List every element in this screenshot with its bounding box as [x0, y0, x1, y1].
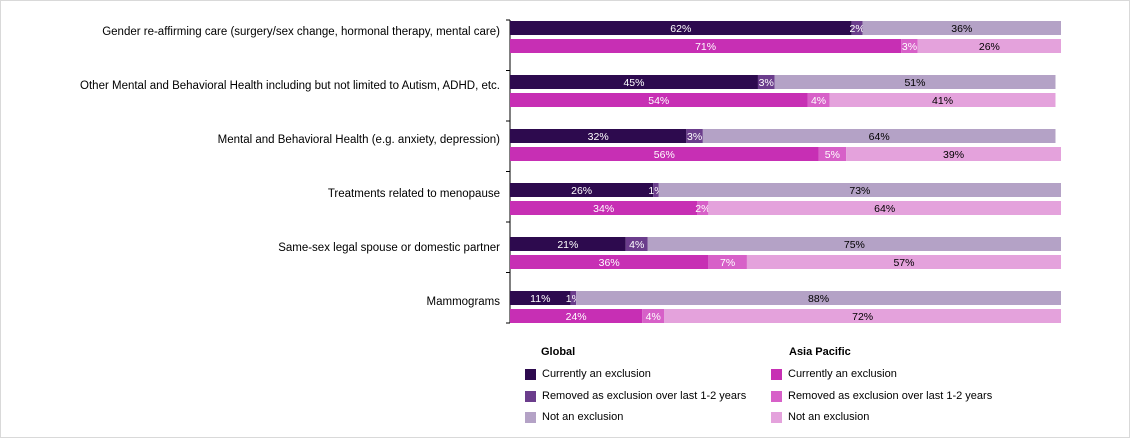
bar-value-label: 45%	[623, 77, 644, 89]
bar-value-label: 34%	[593, 203, 614, 215]
bar-segment	[510, 237, 626, 251]
bar-segment	[570, 291, 577, 305]
bar-value-label: 39%	[943, 149, 964, 161]
bar-value-label: 88%	[808, 293, 829, 305]
category-label: Mental and Behavioral Health (e.g. anxie…	[218, 134, 501, 146]
bar-value-label: 4%	[629, 239, 644, 251]
bar-segment	[702, 129, 1056, 143]
bar-value-label: 2%	[850, 23, 865, 35]
bar-value-label: 4%	[646, 311, 661, 323]
legend-swatch-global-removed	[525, 390, 536, 402]
bar-segment	[851, 21, 863, 35]
category-label: Gender re-affirming care (surgery/sex ch…	[102, 26, 500, 38]
bar-segment	[510, 21, 852, 35]
bar-segment	[510, 39, 902, 53]
legend-item-apac-removed: Removed as exclusion over last 1-2 years	[771, 390, 992, 402]
bar-value-label: 2%	[695, 203, 710, 215]
bar-segment	[917, 39, 1061, 53]
bar-value-label: 41%	[932, 95, 953, 107]
legend-label: Currently an exclusion	[542, 368, 651, 380]
bar-segment	[510, 291, 571, 305]
bar-value-label: 5%	[825, 149, 840, 161]
bar-value-label: 3%	[687, 131, 702, 143]
bar-segment	[510, 255, 709, 269]
bar-segment	[510, 201, 698, 215]
bar-value-label: 36%	[951, 23, 972, 35]
bar-segment	[829, 93, 1056, 107]
bar-segment	[642, 309, 665, 323]
bar-value-label: 51%	[904, 77, 925, 89]
category-label: Same-sex legal spouse or domestic partne…	[278, 242, 500, 254]
bar-value-label: 72%	[852, 311, 873, 323]
bar-value-label: 64%	[874, 203, 895, 215]
bar-segment	[818, 147, 847, 161]
bar-segment	[625, 237, 648, 251]
bar-segment	[510, 93, 808, 107]
bar-value-label: 11%	[530, 293, 550, 305]
bar-segment	[510, 183, 654, 197]
legend-label: Currently an exclusion	[788, 368, 897, 380]
bar-value-label: 3%	[902, 41, 917, 53]
bar-segment	[862, 21, 1061, 35]
legend-item-apac-not: Not an exclusion	[771, 411, 869, 423]
bar-value-label: 71%	[695, 41, 716, 53]
bar-segment	[708, 201, 1061, 215]
bar-segment	[647, 237, 1061, 251]
bar-segment	[901, 39, 918, 53]
bar-value-label: 57%	[893, 257, 914, 269]
bar-segment	[846, 147, 1061, 161]
bar-value-label: 54%	[648, 95, 669, 107]
legend-title-apac: Asia Pacific	[789, 346, 851, 358]
bar-value-label: 7%	[720, 257, 735, 269]
bar-segment	[807, 93, 830, 107]
bar-segment	[658, 183, 1061, 197]
legend-swatch-apac-not	[771, 411, 782, 423]
bar-value-label: 56%	[654, 149, 675, 161]
bar-value-label: 36%	[599, 257, 620, 269]
bar-value-label: 24%	[566, 311, 587, 323]
bar-segment	[697, 201, 709, 215]
category-label: Treatments related to menopause	[328, 188, 500, 200]
bar-segment	[510, 129, 687, 143]
bar-segment	[576, 291, 1061, 305]
bar-value-label: 4%	[811, 95, 826, 107]
bar-segment	[774, 75, 1056, 89]
bar-value-label: 73%	[849, 185, 870, 197]
legend-swatch-global-current	[525, 368, 536, 380]
bar-segment	[510, 309, 643, 323]
legend-item-global-removed: Removed as exclusion over last 1-2 years	[525, 390, 746, 402]
bar-value-label: 32%	[588, 131, 609, 143]
bar-segment	[686, 129, 703, 143]
bar-segment	[510, 75, 758, 89]
legend-swatch-apac-current	[771, 368, 782, 380]
bar-value-label: 21%	[557, 239, 578, 251]
legend-label: Removed as exclusion over last 1-2 years	[542, 390, 747, 402]
legend-swatch-apac-removed	[771, 390, 782, 402]
legend-label: Not an exclusion	[542, 411, 624, 423]
category-label: Other Mental and Behavioral Health inclu…	[80, 80, 500, 92]
category-label: Mammograms	[427, 296, 501, 308]
bar-segment	[708, 255, 747, 269]
legend-swatch-global-not	[525, 411, 536, 423]
legend-item-apac-current: Currently an exclusion	[771, 368, 897, 380]
bar-value-label: 26%	[571, 185, 592, 197]
bar-segment	[746, 255, 1061, 269]
bar-segment	[664, 309, 1061, 323]
bar-segment	[510, 147, 819, 161]
bar-segment	[653, 183, 659, 197]
legend-item-global-not: Not an exclusion	[525, 411, 623, 423]
bar-value-label: 3%	[759, 77, 774, 89]
bar-value-label: 75%	[844, 239, 865, 251]
bar-value-label: 64%	[869, 131, 890, 143]
bar-value-label: 26%	[979, 41, 1000, 53]
legend-title-global: Global	[541, 346, 576, 358]
legend-item-global-current: Currently an exclusion	[525, 368, 651, 380]
bar-value-label: 62%	[670, 23, 691, 35]
legend-label: Not an exclusion	[788, 411, 870, 423]
bar-segment	[757, 75, 775, 89]
legend-label: Removed as exclusion over last 1-2 years	[788, 390, 993, 402]
